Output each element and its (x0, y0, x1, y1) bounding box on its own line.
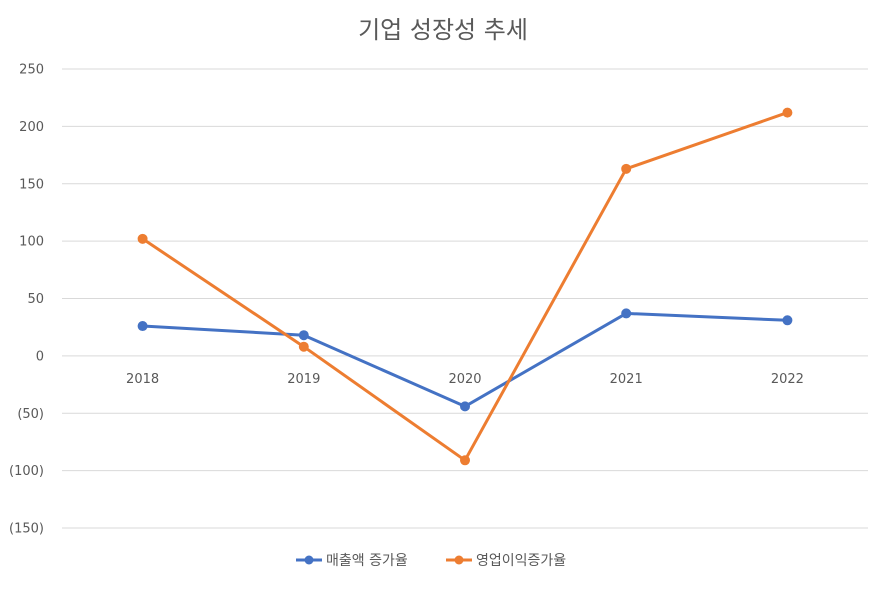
data-point (621, 163, 632, 174)
y-tick-label: 50 (27, 292, 44, 307)
y-tick-label: 0 (36, 349, 44, 364)
data-point (298, 330, 309, 341)
data-point (460, 455, 470, 466)
series-line-1 (141, 311, 789, 408)
legend: 매출액 증가율 영업이익증가율 (296, 553, 566, 569)
data-point (298, 341, 309, 352)
data-point (782, 107, 793, 118)
y-tick-label: 150 (19, 177, 44, 192)
chart-title: 기업 성장성 추세 (358, 16, 528, 44)
y-axis-ticks: 250 200 150 100 50 0 (50) (100) (150) (9, 63, 44, 537)
legend-marker-2 (454, 555, 464, 565)
y-tick-label: (150) (9, 522, 44, 537)
y-tick-label: 250 (19, 63, 44, 78)
legend-label-1: 매출액 증가율 (326, 553, 408, 569)
legend-marker-1 (304, 555, 314, 565)
data-point (460, 401, 470, 412)
data-point (137, 321, 148, 332)
x-axis-ticks: 2018 2019 2020 2021 2022 (126, 372, 804, 387)
y-tick-label: (100) (9, 464, 44, 479)
series-lines (137, 107, 793, 466)
legend-label-2: 영업이익증가율 (476, 553, 566, 569)
x-tick-label: 2021 (610, 372, 643, 387)
x-tick-label: 2020 (448, 372, 481, 387)
data-point (621, 308, 632, 319)
y-tick-label: 100 (19, 235, 44, 250)
x-tick-label: 2019 (287, 372, 320, 387)
y-tick-label: 200 (19, 120, 44, 135)
x-tick-label: 2022 (771, 372, 804, 387)
y-tick-label: (50) (17, 407, 44, 422)
gridlines (62, 68, 868, 529)
data-point (137, 233, 148, 244)
x-tick-label: 2018 (126, 372, 159, 387)
data-point (782, 315, 793, 326)
